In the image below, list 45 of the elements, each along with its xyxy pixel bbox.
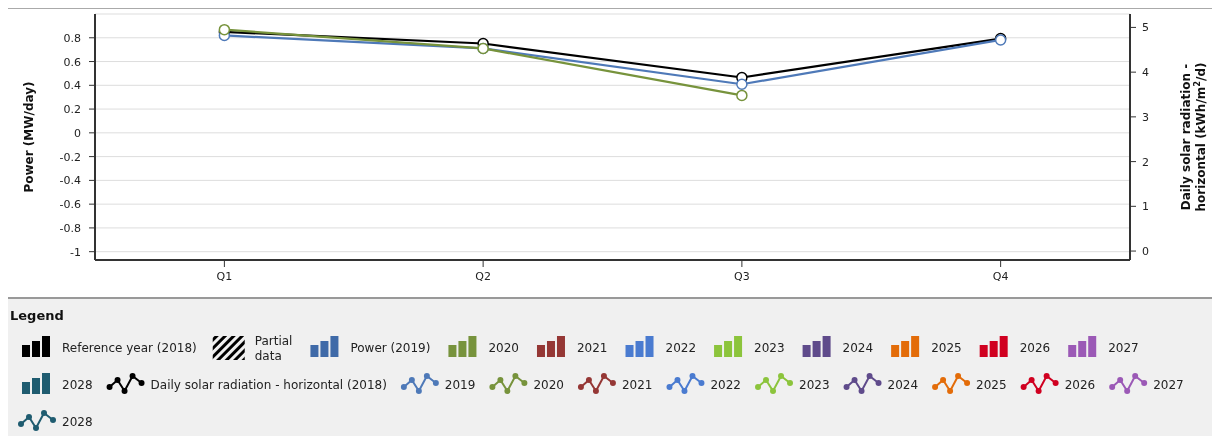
x-tick-label: Q4 — [992, 270, 1009, 283]
y2-tick-label: 1 — [1142, 200, 1149, 214]
y-tick-label: 0.4 — [63, 79, 81, 93]
legend-label: 2028 — [62, 378, 93, 392]
x-tick-label: Q1 — [216, 270, 233, 283]
legend-label: 2021 — [576, 341, 608, 355]
y2-tick-label: 4 — [1142, 66, 1149, 80]
y2-tick-label: 2 — [1142, 155, 1149, 169]
y2-tick-label: 0 — [1142, 245, 1149, 259]
legend-label: 2023 — [799, 378, 830, 392]
legend-label: 2026 — [1019, 341, 1051, 355]
text: Partial data — [254, 334, 293, 363]
legend-label: Power (2019) — [350, 341, 431, 355]
legend-label: 2022 — [710, 378, 742, 392]
y-tick-label: -0.2 — [59, 150, 81, 164]
y-tick-label: -0.8 — [59, 221, 81, 235]
y-tick-label: 0.8 — [63, 31, 81, 45]
legend-label: Reference year (2018) — [62, 341, 197, 355]
legend-label: 2019 — [444, 378, 476, 392]
legend-label: 2023 — [754, 341, 785, 355]
legend-label: 2025 — [931, 341, 962, 355]
y-tick-label: -1 — [70, 245, 81, 259]
legend-label: 2020 — [533, 378, 564, 392]
legend-title: Legend — [10, 308, 64, 323]
y-axis-title: Power (MW/day) — [22, 81, 36, 193]
legend-label: 2026 — [1064, 378, 1096, 392]
legend-label: 2025 — [976, 378, 1007, 392]
x-tick-label: Q2 — [475, 270, 491, 283]
legend-label: 2021 — [621, 378, 653, 392]
y-tick-label: 0 — [74, 126, 81, 140]
legend-label: Daily solar radiation - horizontal (2018) — [150, 378, 387, 392]
legend-label: 2028 — [62, 415, 93, 429]
y-tick-label: 0.2 — [63, 103, 81, 117]
legend-label: 2027 — [1108, 341, 1139, 355]
y-tick-label: -0.4 — [59, 174, 81, 188]
y2-tick-label: 3 — [1142, 110, 1149, 124]
legend-label: 2020 — [488, 341, 519, 355]
legend-label: 2027 — [1153, 378, 1184, 392]
y-tick-label: 0.6 — [63, 55, 81, 69]
legend-label: 2024 — [887, 378, 919, 392]
y2-tick-label: 5 — [1142, 21, 1149, 35]
y-tick-label: -0.6 — [59, 198, 81, 212]
legend-label: 2024 — [842, 341, 874, 355]
x-tick-label: Q3 — [734, 270, 750, 283]
legend-label: 2022 — [665, 341, 697, 355]
